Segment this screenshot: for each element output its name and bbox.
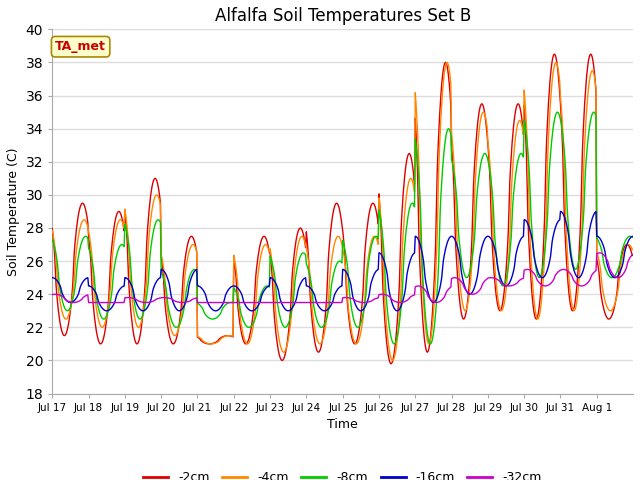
X-axis label: Time: Time xyxy=(327,418,358,431)
Text: TA_met: TA_met xyxy=(55,40,106,53)
Y-axis label: Soil Temperature (C): Soil Temperature (C) xyxy=(7,147,20,276)
Title: Alfalfa Soil Temperatures Set B: Alfalfa Soil Temperatures Set B xyxy=(214,7,471,25)
Legend: -2cm, -4cm, -8cm, -16cm, -32cm: -2cm, -4cm, -8cm, -16cm, -32cm xyxy=(138,467,547,480)
